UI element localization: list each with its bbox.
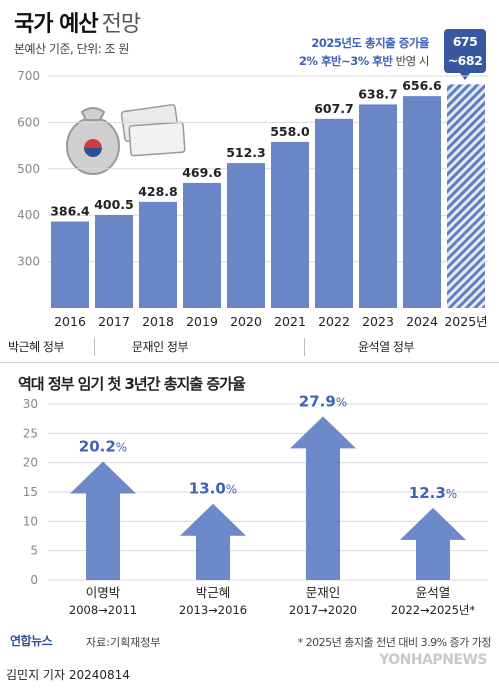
data-label: 512.3 [226, 145, 266, 160]
data-label: 386.4 [50, 204, 90, 219]
x-tick-label: 윤석열 [416, 585, 451, 600]
source-text: 자료:기획재정부 [86, 636, 161, 649]
bar [183, 182, 221, 308]
x-tick-label: 2025년 [444, 314, 487, 329]
data-label: 428.8 [138, 184, 178, 199]
y-tick-label: 10 [23, 514, 38, 528]
x-tick-label: 문재인 [306, 585, 341, 600]
data-label: 656.6 [402, 78, 442, 93]
projection-bar [447, 84, 485, 309]
note-suffix: 반영 시 [392, 54, 430, 68]
title-main: 국가 예산 [14, 12, 99, 37]
bar [315, 118, 353, 308]
government-row: 박근혜 정부 문재인 정부 윤석열 정부 [8, 333, 488, 356]
section-divider [0, 362, 499, 363]
projection-badge: 675 ~682 [444, 29, 486, 80]
data-label: 400.5 [94, 197, 134, 212]
period-label: 2013→2016 [179, 603, 247, 617]
data-label: 20.2% [79, 437, 127, 455]
period-label: 2022→2025년* [391, 603, 476, 617]
money-bag-illustration [66, 104, 186, 175]
bar [51, 221, 89, 308]
bar [271, 141, 309, 308]
data-label: 607.7 [314, 101, 354, 116]
projection-high: ~682 [447, 53, 483, 68]
data-label: 27.9% [299, 394, 347, 410]
y-tick-label: 5 [30, 544, 38, 558]
y-tick-label: 30 [23, 397, 38, 411]
projection-low: 675 [452, 34, 478, 49]
bar [403, 96, 441, 308]
x-tick-label: 2016 [54, 314, 86, 329]
y-tick-label: 0 [30, 573, 38, 587]
projection-note: 2025년도 총지출 증가율 2% 후반~3% 후반 반영 시 [298, 34, 430, 70]
growth-arrow [70, 461, 136, 580]
y-tick-label: 500 [17, 162, 40, 176]
growth-arrow [290, 416, 356, 580]
x-tick-label: 2021 [274, 314, 306, 329]
section2-title: 역대 정부 임기 첫 3년간 총지출 증가율 [18, 375, 246, 393]
growth-arrow [400, 507, 466, 580]
gov-divider [304, 338, 305, 356]
bar [139, 201, 177, 308]
x-tick-label: 박근혜 [196, 585, 231, 600]
bar [95, 214, 133, 308]
data-label-unit: % [336, 395, 347, 409]
x-tick-label: 2020 [230, 314, 262, 329]
y-tick-label: 25 [23, 426, 38, 440]
data-label-unit: % [446, 487, 457, 501]
x-tick-label: 이명박 [86, 585, 121, 600]
gov-divider [94, 338, 95, 356]
period-label: 2017→2020 [289, 603, 357, 617]
page-title: 국가 예산 전망 [14, 6, 141, 38]
data-label: 638.7 [358, 86, 398, 101]
y-tick-label: 20 [23, 456, 38, 470]
data-label: 469.6 [182, 165, 222, 180]
data-label: 12.3% [409, 484, 457, 502]
note-line-1: 2025년도 총지출 증가율 [311, 36, 429, 50]
x-tick-label: 2024 [406, 314, 438, 329]
logo-text: 연합뉴스 [10, 634, 53, 648]
watermark: YONHAPNEWS [379, 652, 487, 668]
y-tick-label: 300 [17, 255, 40, 269]
unit-subtitle: 본예산 기준, 단위: 조 원 [14, 42, 129, 56]
period-label: 2008→2011 [69, 603, 137, 617]
title-sub: 전망 [101, 12, 141, 37]
x-tick-label: 2017 [98, 314, 130, 329]
x-tick-label: 2018 [142, 314, 174, 329]
gov-label-moon: 문재인 정부 [132, 340, 189, 354]
y-tick-label: 700 [17, 69, 40, 83]
y-tick-label: 15 [23, 485, 38, 499]
growth-rate-chart: 0 5 10 15 20 25 30 20.2% 이명박 2008→2011 13.0% 박근혜 201… [23, 394, 488, 617]
y-tick-label: 600 [17, 115, 40, 129]
data-label: 558.0 [270, 124, 310, 139]
budget-bar-chart: 300 400 500 600 700 386.4 2016 400.5 2017 428.8 20… [17, 69, 488, 329]
credit-line: 김민지 기자 20240814 [6, 668, 130, 682]
note-line-2: 2% 후반~3% 후반 반영 시 [298, 52, 430, 70]
y-tick-label: 400 [17, 208, 40, 222]
x-tick-label: 2022 [318, 314, 350, 329]
data-label: 13.0% [189, 480, 237, 498]
gov-label-park: 박근혜 정부 [8, 340, 65, 354]
yonhap-logo: 연합뉴스 [10, 632, 53, 649]
bar [227, 163, 265, 308]
footnote: * 2025년 총지출 전년 대비 3.9% 증가 가정 [297, 636, 492, 649]
data-label-unit: % [226, 483, 237, 497]
growth-arrow [180, 503, 246, 580]
x-tick-label: 2023 [362, 314, 394, 329]
note-range: 2% 후반~3% 후반 [298, 54, 393, 68]
data-label-unit: % [116, 440, 127, 454]
gov-label-yoon: 윤석열 정부 [358, 340, 415, 354]
x-tick-label: 2019 [186, 314, 218, 329]
bar [359, 104, 397, 308]
